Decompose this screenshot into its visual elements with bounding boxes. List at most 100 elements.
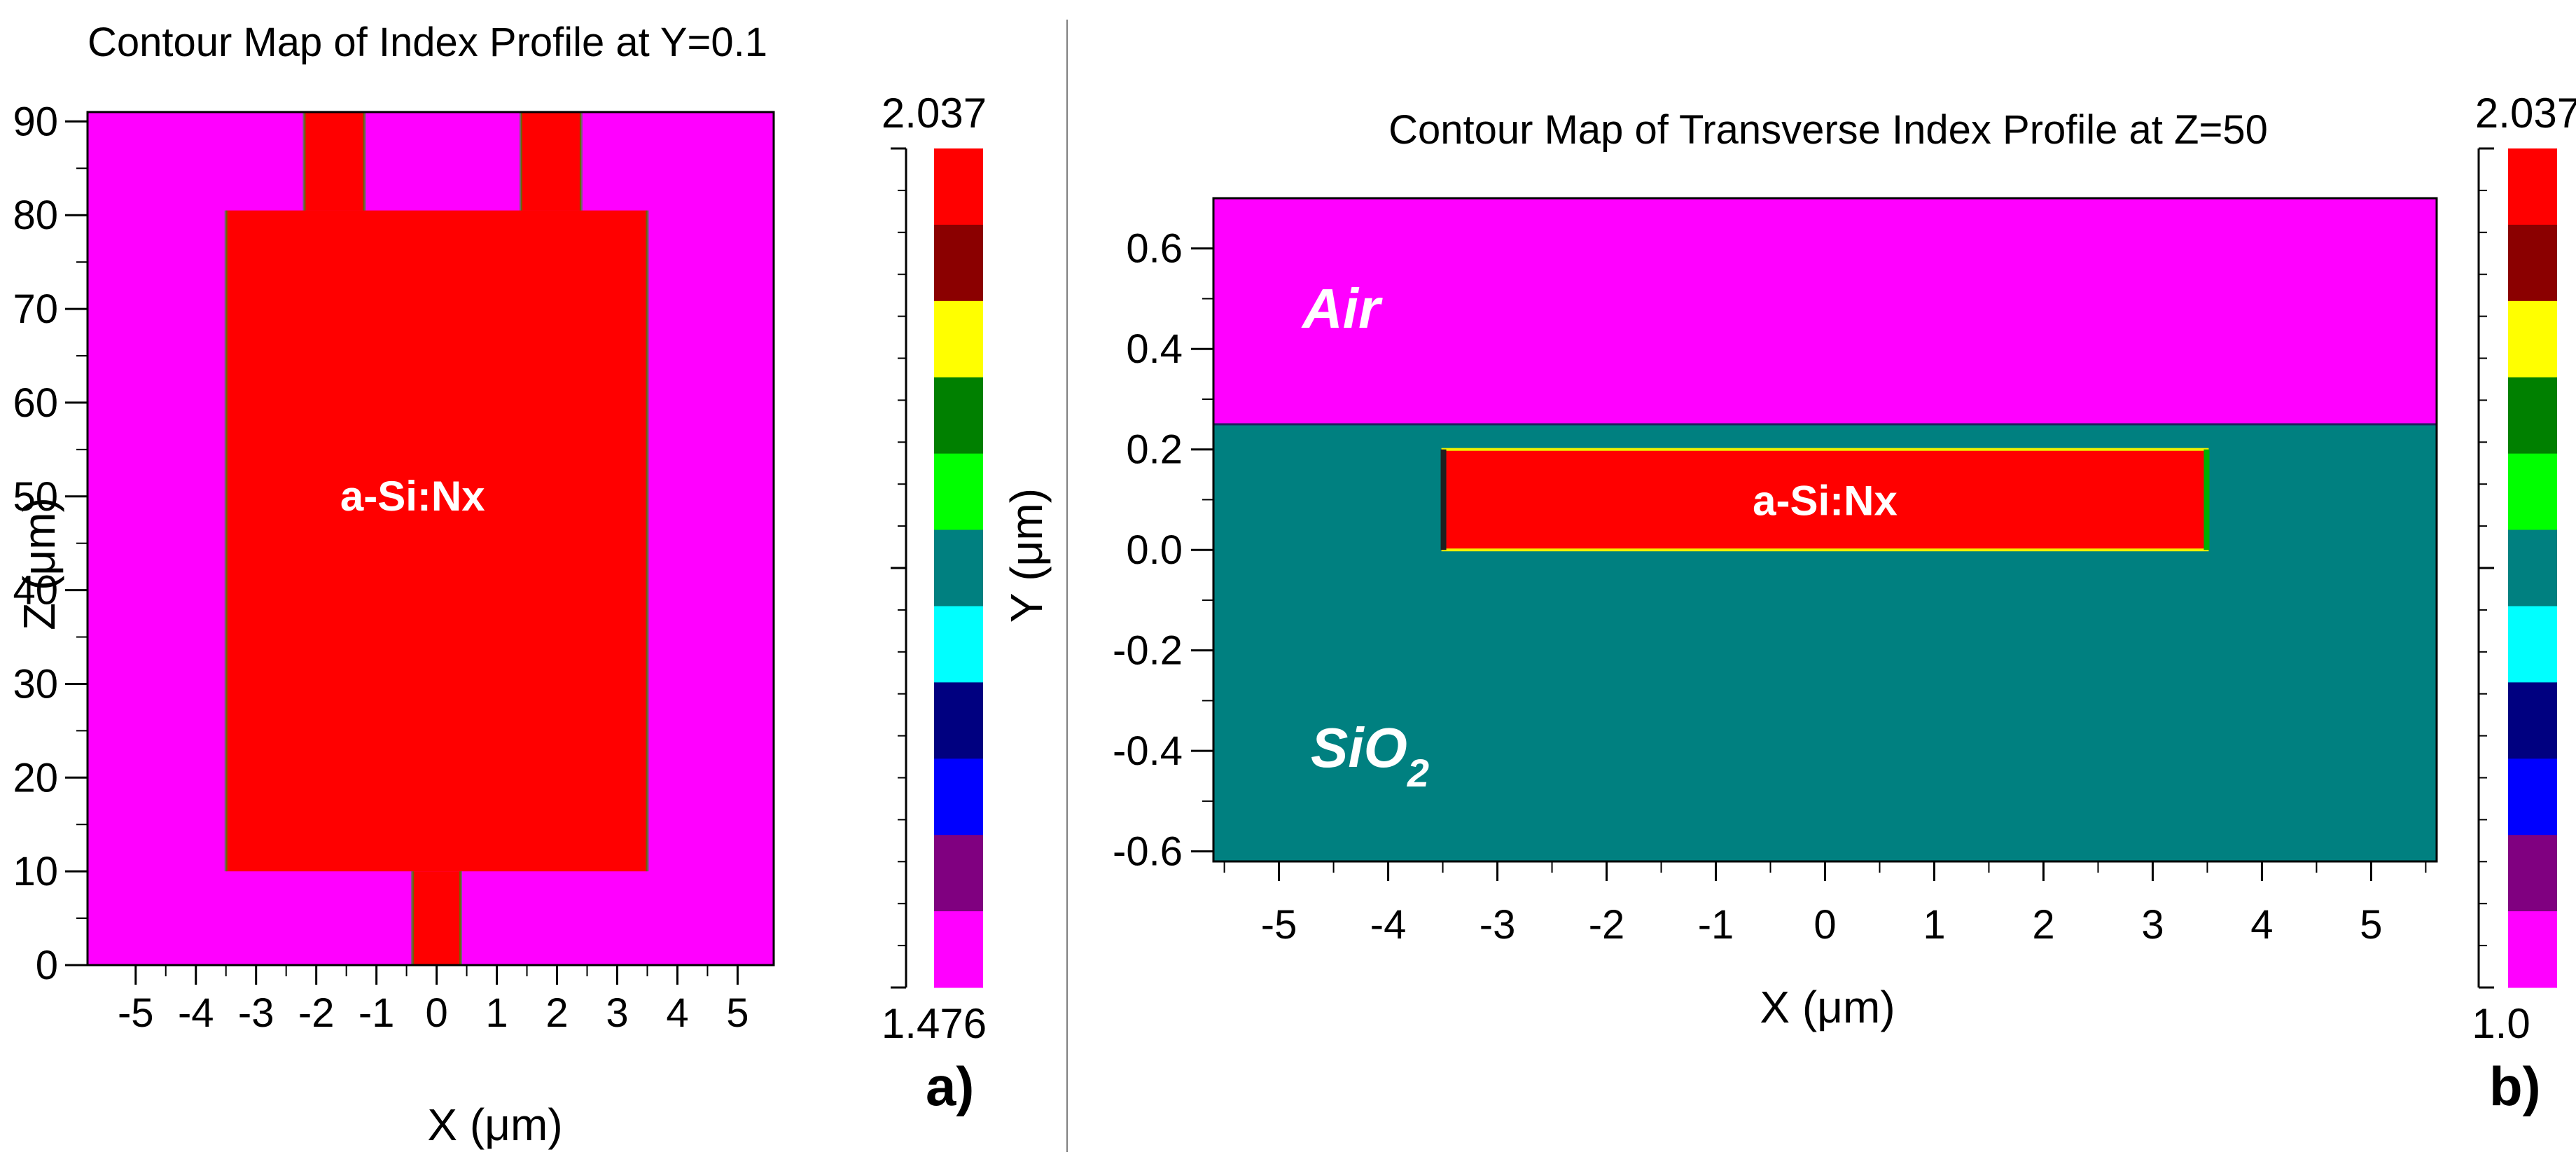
panel-b-core-edge-left bbox=[1440, 449, 1447, 550]
panel-a-xtick-label: 0 bbox=[425, 990, 447, 1036]
panel-b-xtick-label: -5 bbox=[1261, 902, 1297, 948]
panel-a-colorbar bbox=[891, 147, 983, 989]
panel-a-output-waveguide-left-edge-left bbox=[302, 112, 306, 211]
panel-a-output-waveguide-left bbox=[304, 112, 365, 211]
panel-a-ytick-label: 30 bbox=[13, 661, 58, 707]
panel-a-output-waveguide-right bbox=[520, 112, 581, 211]
panel-a-output-waveguide-left-edge-right bbox=[363, 112, 366, 211]
panel-b-ylabel: Y (μm) bbox=[1001, 488, 1052, 623]
panel-b-xtick-label: 1 bbox=[1923, 902, 1945, 948]
panel-a-xtick-label: 1 bbox=[485, 990, 508, 1036]
panel-a-body-edge-left bbox=[224, 210, 228, 872]
panel-a-xtick-label: -2 bbox=[298, 990, 335, 1036]
panel-a-xtick-label: -3 bbox=[238, 990, 274, 1036]
panel-b-colorbar-swatch bbox=[2508, 453, 2557, 531]
panel-b-colorbar-swatch bbox=[2508, 529, 2557, 607]
panel-b-core-label: a-Si:Nx bbox=[1753, 477, 1898, 524]
panel-b-xtick-label: 0 bbox=[1813, 902, 1836, 948]
panel-b-colorbar-swatch bbox=[2508, 377, 2557, 455]
panel-a-colorbar-swatch bbox=[934, 300, 983, 378]
panel-a-ytick-label: 80 bbox=[13, 193, 58, 238]
panel-a-plot: a-Si:Nx bbox=[86, 111, 775, 966]
panel-b-xtick-label: 2 bbox=[2032, 902, 2054, 948]
panel-b-xtick-label: -3 bbox=[1480, 902, 1516, 948]
panel-a-ytick-label: 50 bbox=[13, 474, 58, 520]
panel-a-ytick-label: 20 bbox=[13, 755, 58, 801]
panel-a-xtick-label: -1 bbox=[358, 990, 395, 1036]
panel-a-colorbar-swatch bbox=[934, 224, 983, 302]
panel-a-y-axis: 0 10 20 30 40 50 60 70 80 90 bbox=[13, 99, 88, 988]
panel-b-ytick-label: 0.4 bbox=[1126, 326, 1183, 372]
panel-b-xtick-label: 5 bbox=[2360, 902, 2382, 948]
panel-a-output-waveguide-right-edge-right bbox=[579, 112, 583, 211]
panel-b-ytick-label: -0.6 bbox=[1113, 829, 1183, 875]
panel-a-xtick-label: 5 bbox=[726, 990, 749, 1036]
panel-a-xtick-label: 2 bbox=[545, 990, 568, 1036]
panel-a-x-axis: -5 -4 -3 -2 -1 0 1 2 3 4 5 bbox=[118, 965, 749, 1036]
panel-b-sio2-label: SiO2 bbox=[1311, 716, 1429, 795]
panel-b-ytick-label: -0.4 bbox=[1113, 728, 1183, 774]
panel-a-xlabel: X (μm) bbox=[427, 1100, 562, 1150]
panel-b-colorbar-swatch bbox=[2508, 682, 2557, 759]
panel-a-ytick-label: 0 bbox=[36, 943, 58, 988]
panel-b-colorbar-swatch bbox=[2508, 224, 2557, 302]
panel-a-ytick-label: 10 bbox=[13, 849, 58, 894]
panel-a-input-waveguide-edge-right bbox=[459, 871, 462, 965]
panel-a-plot-frame bbox=[86, 111, 775, 966]
panel-a-label: a) bbox=[926, 1055, 974, 1117]
panel-a-ylabel: Z (μm) bbox=[14, 497, 64, 630]
panel-b-colorbar-swatch bbox=[2508, 758, 2557, 836]
panel-b-colorbar-min-label: 1.0 bbox=[2472, 1000, 2530, 1047]
panel-b-colorbar-swatch bbox=[2508, 148, 2557, 226]
panel-a-colorbar-swatch bbox=[934, 606, 983, 683]
panel-a-colorbar-swatch bbox=[934, 453, 983, 531]
panel-b-xtick-label: 4 bbox=[2250, 902, 2273, 948]
panel-b-colorbar-swatch bbox=[2508, 835, 2557, 912]
panel-a-ytick-label: 90 bbox=[13, 99, 58, 144]
panel-a-xtick-label: 3 bbox=[606, 990, 628, 1036]
panel-a-body-edge-right bbox=[646, 210, 649, 872]
panel-b-air-layer bbox=[1213, 198, 2437, 424]
panel-a-colorbar-swatch bbox=[934, 911, 983, 988]
panel-a-colorbar-max-label: 2.037 bbox=[882, 90, 987, 137]
panel-b-xtick-label: -2 bbox=[1589, 902, 1625, 948]
panel-b-core-edge-right bbox=[2203, 449, 2210, 550]
panel-a-xtick-label: -5 bbox=[118, 990, 154, 1036]
panel-b-air-label: Air bbox=[1301, 277, 1383, 340]
panel-a-ytick-label: 40 bbox=[13, 568, 58, 614]
panel-b-y-axis: 0.6 0.4 0.2 0.0 -0.2 -0.4 -0.6 bbox=[1113, 226, 1213, 875]
panel-a-title: Contour Map of Index Profile at Y=0.1 bbox=[88, 20, 767, 65]
panel-b-sio2-label-subscript: 2 bbox=[1407, 751, 1429, 795]
panel-b-xtick-label: -4 bbox=[1370, 902, 1407, 948]
panel-b-ytick-label: 0.6 bbox=[1126, 226, 1183, 272]
panel-a-xtick-label: -4 bbox=[178, 990, 214, 1036]
panel-a-colorbar-swatch bbox=[934, 148, 983, 226]
panel-a-colorbar-swatch bbox=[934, 377, 983, 455]
panel-a-colorbar-min-label: 1.476 bbox=[882, 1000, 987, 1047]
panel-b-ytick-label: -0.2 bbox=[1113, 628, 1183, 674]
panel-a-colorbar-swatch bbox=[934, 682, 983, 759]
panel-b-xtick-label: -1 bbox=[1698, 902, 1734, 948]
panel-a-colorbar-swatch bbox=[934, 529, 983, 607]
panel-b-plot: a-Si:Nx Air SiO2 bbox=[1212, 197, 2438, 863]
panel-a-ytick-label: 60 bbox=[13, 380, 58, 426]
panel-a-ytick-label: 70 bbox=[13, 286, 58, 332]
panel-b-colorbar-max-label: 2.037 bbox=[2475, 90, 2576, 137]
panel-a-xtick-label: 4 bbox=[666, 990, 688, 1036]
panel-b-colorbar-swatch bbox=[2508, 911, 2557, 988]
panel-a-colorbar-swatch bbox=[934, 758, 983, 836]
panel-b-colorbar-swatch bbox=[2508, 300, 2557, 378]
panel-b-ytick-label: 0.2 bbox=[1126, 427, 1183, 473]
panel-b-colorbar bbox=[2477, 147, 2557, 989]
panel-b-ytick-label: 0.0 bbox=[1126, 527, 1183, 573]
panel-a-output-waveguide-right-edge-left bbox=[519, 112, 522, 211]
panel-b-title: Contour Map of Transverse Index Profile … bbox=[1388, 107, 2268, 153]
panel-a-input-waveguide bbox=[412, 871, 461, 965]
panel-a-colorbar-swatch bbox=[934, 835, 983, 912]
panel-a-input-waveguide-edge-left bbox=[411, 871, 415, 965]
panel-b-xlabel: X (μm) bbox=[1760, 982, 1895, 1032]
panel-b-x-axis: -5 -4 -3 -2 -1 0 1 2 3 4 5 bbox=[1223, 861, 2427, 948]
panel-b-sio2-label-base: SiO bbox=[1311, 716, 1407, 779]
panel-b-xtick-label: 3 bbox=[2141, 902, 2164, 948]
